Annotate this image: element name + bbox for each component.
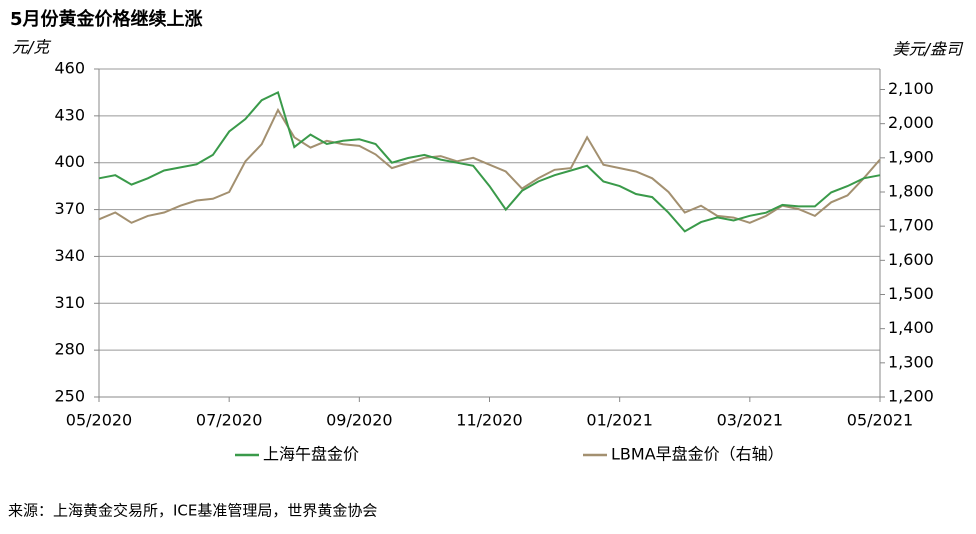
y2-tick-label: 1,900 bbox=[888, 147, 934, 166]
source-note: 来源：上海黄金交易所，ICE基准管理局，世界黄金协会 bbox=[8, 502, 377, 520]
x-tick-label: 03/2021 bbox=[717, 411, 783, 430]
y-tick-label: 460 bbox=[54, 59, 85, 78]
y2-tick-label: 2,000 bbox=[888, 113, 934, 132]
y2-tick-label: 1,400 bbox=[888, 318, 934, 337]
y-tick-label: 430 bbox=[54, 105, 85, 124]
x-tick-label: 05/2021 bbox=[847, 411, 913, 430]
x-tick-label: 09/2020 bbox=[326, 411, 392, 430]
x-tick-label: 05/2020 bbox=[66, 411, 132, 430]
y2-tick-label: 1,500 bbox=[888, 284, 934, 303]
y2-axis-label: 美元/盎司 bbox=[893, 40, 964, 59]
y2-tick-label: 1,200 bbox=[888, 387, 934, 406]
y2-tick-label: 2,100 bbox=[888, 79, 934, 98]
series-line bbox=[98, 107, 881, 224]
series-line bbox=[98, 90, 881, 233]
legend-label: 上海午盘金价 bbox=[263, 445, 359, 464]
x-tick-label: 01/2021 bbox=[586, 411, 652, 430]
y-tick-label: 340 bbox=[54, 246, 85, 265]
legend-label: LBMA早盘金价（右轴） bbox=[611, 445, 784, 464]
x-tick-label: 11/2020 bbox=[456, 411, 522, 430]
y-tick-label: 280 bbox=[54, 340, 85, 359]
y2-tick-label: 1,300 bbox=[888, 352, 934, 371]
y-tick-label: 400 bbox=[54, 152, 85, 171]
y2-tick-label: 1,700 bbox=[888, 216, 934, 235]
y-axis-label: 元/克 bbox=[12, 38, 51, 57]
y2-tick-label: 1,800 bbox=[888, 182, 934, 201]
y-tick-label: 310 bbox=[54, 293, 85, 312]
y-tick-label: 370 bbox=[54, 199, 85, 218]
chart-title: 5月份黄金价格继续上涨 bbox=[10, 8, 203, 30]
y-tick-label: 250 bbox=[54, 387, 85, 406]
y2-tick-label: 1,600 bbox=[888, 250, 934, 269]
x-tick-label: 07/2020 bbox=[196, 411, 262, 430]
